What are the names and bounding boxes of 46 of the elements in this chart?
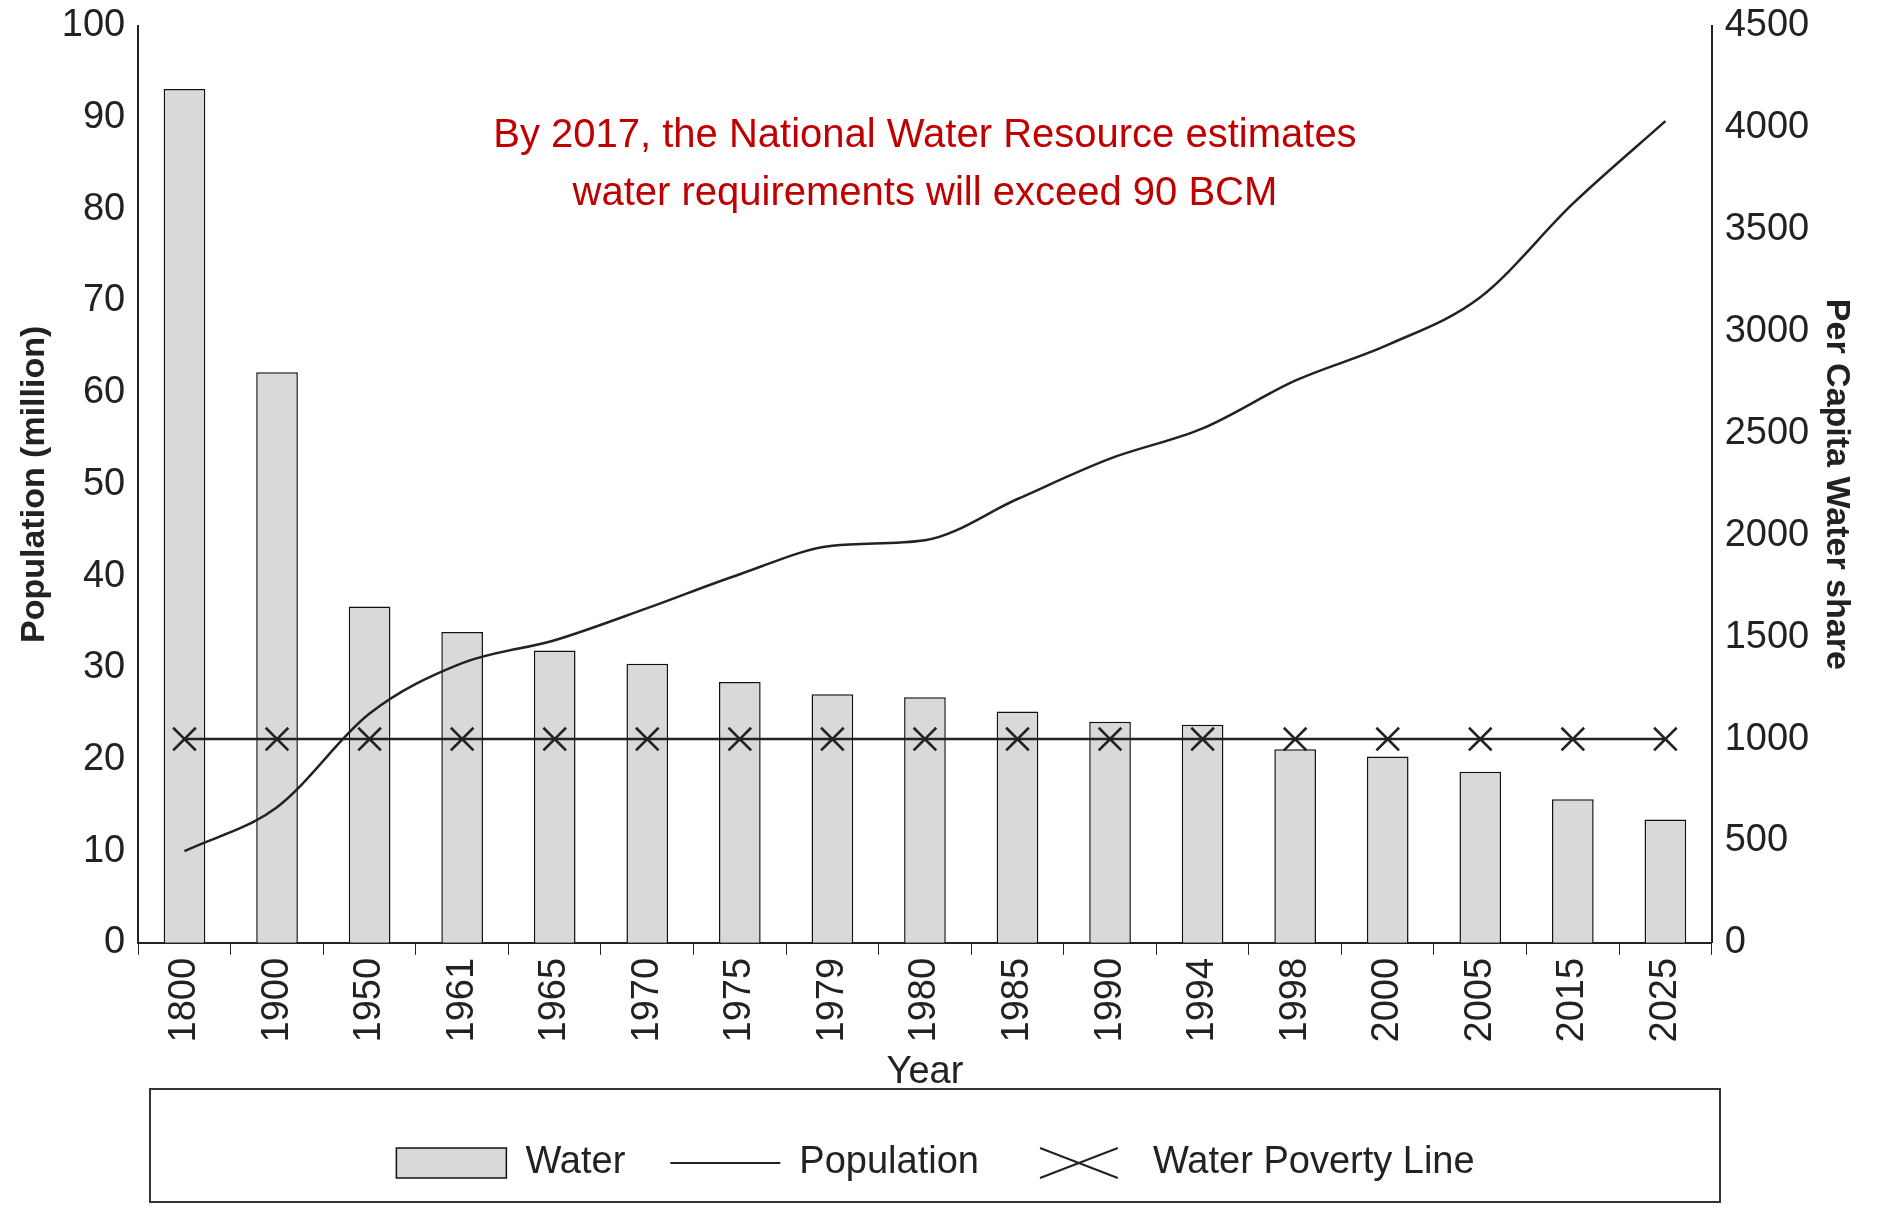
- y2-axis-title: Per Capita Water share: [1820, 298, 1859, 670]
- y-tick-label: 10: [82, 827, 126, 870]
- y-tick-label: 30: [82, 644, 126, 687]
- y2-tick-label: 4000: [1724, 104, 1810, 147]
- y2-tick-label: 4500: [1724, 2, 1810, 45]
- y2-tick-label: 1000: [1724, 715, 1810, 758]
- y-tick-label: 90: [82, 93, 126, 136]
- y-tick-label: 80: [82, 185, 126, 228]
- y-tick-label: 60: [82, 369, 126, 412]
- legend-label: Water Poverty Line: [1152, 1139, 1475, 1182]
- y-tick-label: 70: [82, 277, 126, 320]
- y2-tick-label: 1500: [1724, 613, 1810, 656]
- legend-label: Water: [525, 1139, 626, 1182]
- x-tick-label: 2005: [1456, 957, 1499, 1043]
- x-tick-label: 1980: [901, 957, 944, 1043]
- x-tick-label: 1994: [1179, 957, 1222, 1043]
- y2-tick-label: 2000: [1724, 511, 1810, 554]
- y-tick-label: 50: [82, 460, 126, 503]
- line-series: [183, 119, 1667, 853]
- x-tick-label: 1950: [346, 957, 389, 1043]
- y2-tick-label: 0: [1724, 919, 1746, 962]
- x-tick-label: 1990: [1086, 957, 1129, 1043]
- y2-tick-label: 500: [1724, 817, 1789, 860]
- y2-tick-label: 3000: [1724, 307, 1810, 350]
- x-tick-label: 2025: [1641, 957, 1684, 1043]
- y-tick-label: 100: [61, 2, 126, 45]
- x-tick-label: 1965: [531, 957, 574, 1043]
- y2-tick-label: 2500: [1724, 409, 1810, 452]
- annotation: By 2017, the National Water Resource estimates water requirements will exceed 90 BCM: [493, 110, 1357, 213]
- y-axis-title: Population (million): [12, 325, 51, 643]
- y-tick-label: 20: [82, 735, 126, 778]
- x-tick-label: 2000: [1364, 957, 1407, 1043]
- x-tick-label: 1961: [438, 957, 481, 1043]
- x-tick-label: 1979: [808, 957, 851, 1043]
- y2-tick-label: 3500: [1724, 206, 1810, 249]
- y-tick-label: 0: [104, 919, 126, 962]
- legend-label: Population: [799, 1139, 979, 1182]
- x-tick-label: 1975: [716, 957, 759, 1043]
- x-tick-label: 1900: [253, 957, 296, 1043]
- x-tick-label: 1985: [993, 957, 1036, 1043]
- x-tick-label: 1800: [160, 957, 203, 1043]
- x-tick-label: 2015: [1549, 957, 1592, 1043]
- y-tick-label: 40: [82, 552, 126, 595]
- x-tick-label: 1970: [623, 957, 666, 1043]
- x-tick-label: 1998: [1271, 957, 1314, 1043]
- x-axis-title: Year: [886, 1048, 964, 1091]
